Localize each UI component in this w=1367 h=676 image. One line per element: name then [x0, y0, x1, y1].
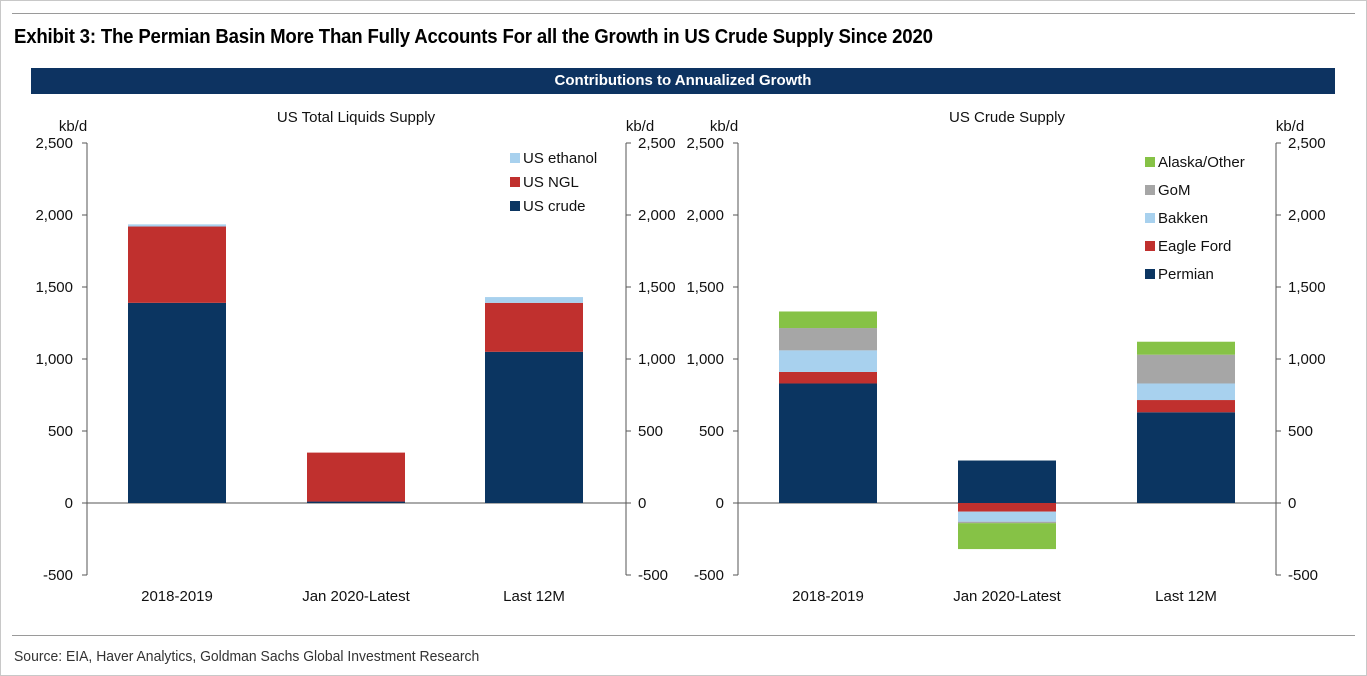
- legend-label-bakken: Bakken: [1158, 210, 1208, 227]
- legend-swatch-us-crude: [510, 201, 520, 211]
- chart-title: US Total Liquids Supply: [277, 109, 436, 126]
- y-tick-label-left: 1,500: [35, 279, 73, 296]
- bar-segment-eagle-ford: [958, 503, 1056, 512]
- y-tick-label-left: 0: [65, 495, 73, 512]
- y-tick-label-right: 2,500: [638, 135, 676, 152]
- legend-swatch-permian: [1145, 269, 1155, 279]
- bar-segment-gom: [1137, 354, 1235, 384]
- bar-segment-gom: [779, 328, 877, 351]
- bar-segment-bakken: [958, 511, 1056, 522]
- legend-label-alaska-other: Alaska/Other: [1158, 154, 1245, 171]
- legend-label-us-ethanol: US ethanol: [523, 150, 597, 167]
- bar-segment-gom: [958, 521, 1056, 524]
- y-tick-label-right: 500: [638, 423, 663, 440]
- y-tick-label-right: 1,000: [638, 351, 676, 368]
- y-tick-label-left: 1,500: [686, 279, 724, 296]
- bar-segment-us-crude: [485, 351, 583, 503]
- y-tick-label-left: 2,500: [686, 135, 724, 152]
- legend-swatch-alaska-other: [1145, 157, 1155, 167]
- y-tick-label-right: -500: [638, 567, 668, 584]
- y-tick-label-left: 0: [716, 495, 724, 512]
- y-tick-label-right: 500: [1288, 423, 1313, 440]
- y-tick-label-left: 500: [699, 423, 724, 440]
- y-tick-label-right: 1,500: [638, 279, 676, 296]
- bar-segment-permian: [958, 460, 1056, 503]
- x-category-label: 2018-2019: [141, 588, 213, 605]
- x-category-label: Last 12M: [1155, 588, 1217, 605]
- legend-label-gom: GoM: [1158, 182, 1191, 199]
- y-tick-label-left: -500: [694, 567, 724, 584]
- bottom-divider: [12, 635, 1355, 636]
- legend-label-us-ngl: US NGL: [523, 174, 579, 191]
- y-tick-label-right: 0: [638, 495, 646, 512]
- x-category-label: Jan 2020-Latest: [302, 588, 410, 605]
- bar-segment-alaska-other: [779, 311, 877, 329]
- exhibit-title: Exhibit 3: The Permian Basin More Than F…: [14, 26, 933, 48]
- legend-swatch-eagle-ford: [1145, 241, 1155, 251]
- y-axis-unit-right: kb/d: [1276, 118, 1304, 135]
- y-tick-label-right: -500: [1288, 567, 1318, 584]
- bar-segment-us-ethanol: [128, 224, 226, 227]
- legend-swatch-bakken: [1145, 213, 1155, 223]
- top-divider: [12, 13, 1355, 14]
- bar-segment-us-ngl: [307, 452, 405, 502]
- bar-segment-eagle-ford: [779, 371, 877, 384]
- legend-swatch-us-ngl: [510, 177, 520, 187]
- bar-segment-bakken: [779, 350, 877, 372]
- bar-segment-us-crude: [307, 501, 405, 503]
- y-tick-label-left: 1,000: [35, 351, 73, 368]
- bar-segment-us-ngl: [485, 302, 583, 352]
- y-tick-label-right: 0: [1288, 495, 1296, 512]
- bar-segment-eagle-ford: [1137, 400, 1235, 413]
- y-axis-unit-left: kb/d: [710, 118, 738, 135]
- bar-segment-us-ngl: [128, 226, 226, 303]
- y-tick-label-left: 500: [48, 423, 73, 440]
- source-note: Source: EIA, Haver Analytics, Goldman Sa…: [14, 648, 480, 665]
- legend-label-us-crude: US crude: [523, 198, 586, 215]
- legend-swatch-us-ethanol: [510, 153, 520, 163]
- bar-segment-alaska-other: [958, 523, 1056, 550]
- y-tick-label-left: 2,500: [35, 135, 73, 152]
- bar-segment-us-crude: [128, 302, 226, 503]
- legend-label-permian: Permian: [1158, 266, 1214, 283]
- x-category-label: Jan 2020-Latest: [953, 588, 1061, 605]
- bar-segment-permian: [1137, 412, 1235, 503]
- bar-segment-us-ethanol: [485, 297, 583, 303]
- y-tick-label-right: 2,000: [638, 207, 676, 224]
- legend-label-eagle-ford: Eagle Ford: [1158, 238, 1231, 255]
- bar-segment-alaska-other: [1137, 341, 1235, 355]
- y-tick-label-right: 1,500: [1288, 279, 1326, 296]
- y-tick-label-right: 2,000: [1288, 207, 1326, 224]
- x-category-label: 2018-2019: [792, 588, 864, 605]
- section-banner: Contributions to Annualized Growth: [31, 68, 1335, 94]
- y-tick-label-right: 1,000: [1288, 351, 1326, 368]
- bar-segment-bakken: [1137, 383, 1235, 401]
- y-tick-label-left: 2,000: [686, 207, 724, 224]
- y-tick-label-left: 2,000: [35, 207, 73, 224]
- y-tick-label-left: 1,000: [686, 351, 724, 368]
- x-category-label: Last 12M: [503, 588, 565, 605]
- chart-title: US Crude Supply: [949, 109, 1065, 126]
- bar-segment-permian: [779, 383, 877, 503]
- y-tick-label-left: -500: [43, 567, 73, 584]
- y-tick-label-right: 2,500: [1288, 135, 1326, 152]
- legend-swatch-gom: [1145, 185, 1155, 195]
- y-axis-unit-right: kb/d: [626, 118, 654, 135]
- y-axis-unit-left: kb/d: [59, 118, 87, 135]
